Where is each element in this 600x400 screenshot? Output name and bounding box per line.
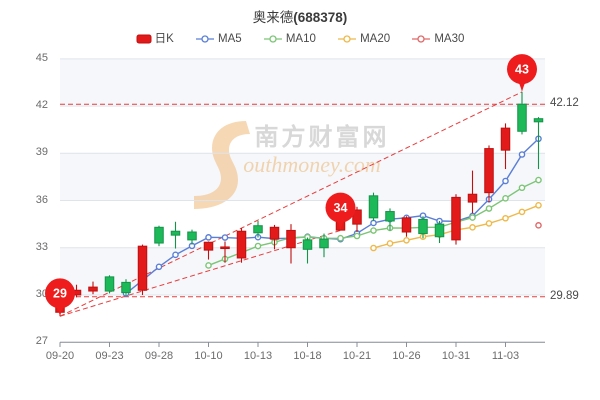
- svg-text:34: 34: [334, 201, 348, 215]
- svg-text:43: 43: [515, 62, 529, 76]
- svg-text:outhmoney.com: outhmoney.com: [243, 152, 380, 177]
- svg-text:29: 29: [53, 287, 67, 301]
- svg-text:南方财富网: 南方财富网: [255, 123, 390, 151]
